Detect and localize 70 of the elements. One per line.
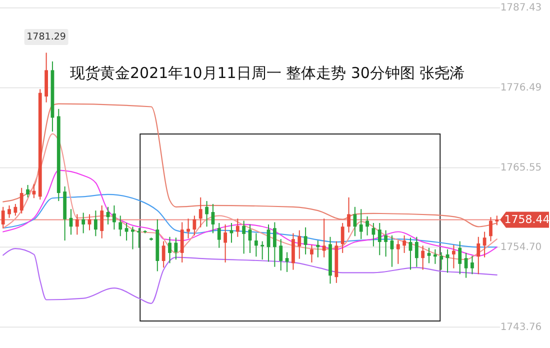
candlestick (217, 222, 221, 248)
candlestick (8, 204, 11, 218)
candlestick (464, 252, 468, 278)
candlestick (1, 206, 5, 229)
candlestick (198, 196, 202, 228)
candlestick (390, 234, 394, 268)
candlestick (75, 214, 79, 236)
candlestick (205, 200, 208, 228)
candlestick (162, 240, 166, 268)
candlestick (470, 255, 474, 275)
annotation: 1781.29 (26, 32, 66, 43)
candlestick (272, 222, 276, 268)
candlestick (421, 245, 425, 270)
candlestick (186, 218, 190, 239)
candlestick (168, 236, 172, 264)
candlestick (440, 252, 444, 270)
candlestick (94, 210, 98, 237)
candlestick (310, 244, 314, 263)
candlestick (322, 218, 326, 258)
candlestick (366, 216, 369, 236)
candlestick (180, 222, 184, 263)
candlestick (131, 226, 134, 250)
candlestick (100, 204, 104, 239)
candlestick (26, 184, 30, 198)
candlestick (20, 187, 24, 214)
candlestick (304, 226, 308, 255)
y-tick-label: 1754.70 (500, 242, 542, 253)
text: 现货黄金2021年10月11日周一 整体走势 30分钟图 张尧浠 (70, 64, 465, 82)
y-tick-label: 1787.43 (500, 2, 542, 14)
candlestick (260, 240, 264, 260)
candlestick (353, 206, 357, 237)
line-series (2, 248, 498, 304)
candlestick (452, 244, 456, 269)
candlestick (137, 228, 141, 248)
candlestick (427, 247, 431, 264)
candlestick (482, 231, 486, 258)
candlestick (124, 222, 128, 242)
line-series (2, 170, 498, 256)
candlestick (396, 240, 400, 264)
candlestick (347, 196, 350, 233)
candlestick (476, 236, 480, 275)
candlestick (224, 224, 228, 263)
y-tick-label: 1743.76 (500, 322, 542, 333)
candlestick (433, 248, 437, 264)
candlestick (279, 238, 283, 272)
candlestick (236, 218, 240, 238)
candlestick (378, 222, 382, 256)
candlestick (118, 215, 122, 237)
candlestick (112, 204, 116, 230)
candlestick (340, 222, 344, 254)
candlestick (316, 240, 320, 258)
candlestick (14, 203, 18, 216)
candlestick (384, 230, 388, 258)
candlestick (408, 237, 412, 270)
line-series (2, 103, 498, 228)
y-tick-label: 1776.49 (500, 82, 542, 94)
y-tick-label: 1765.55 (500, 162, 542, 174)
candlestick (458, 240, 462, 275)
candlestick (242, 220, 246, 254)
price-tag: 1758.44 (500, 212, 550, 228)
candlestick (489, 216, 492, 242)
candlestick (414, 236, 418, 268)
candlestick (402, 234, 406, 254)
candlestick (174, 237, 178, 260)
candlestick (298, 230, 302, 260)
candlestick (359, 208, 363, 240)
ref-line-label: 1758.44 (504, 212, 550, 226)
candlestick (192, 215, 196, 236)
candlestick (254, 232, 258, 258)
candlestick (82, 212, 86, 234)
